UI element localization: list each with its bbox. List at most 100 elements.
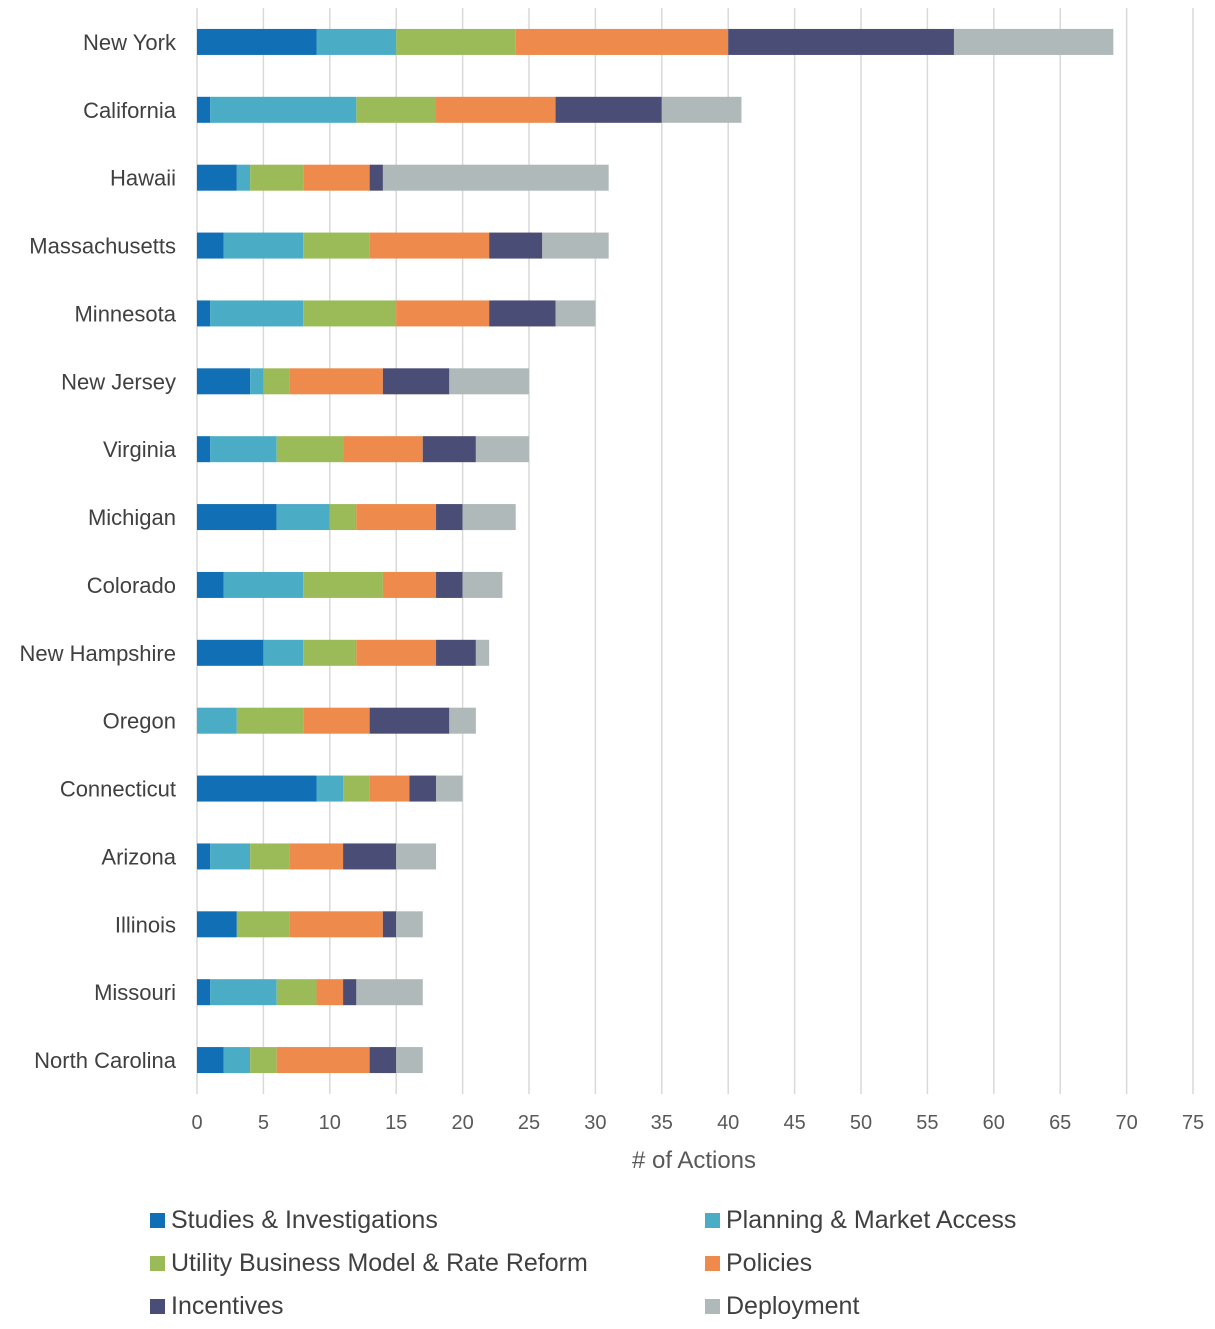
bar-segment	[303, 639, 357, 666]
bars	[197, 28, 1114, 1074]
legend-swatch	[150, 1255, 165, 1271]
bar-segment	[197, 504, 277, 531]
category-label: Missouri	[94, 980, 176, 1005]
category-label: New Hampshire	[20, 641, 177, 666]
category-label: Oregon	[103, 709, 176, 734]
bar-segment	[223, 571, 304, 598]
x-tick-label: 10	[319, 1112, 341, 1134]
bar-segment	[197, 368, 251, 395]
x-tick-label: 65	[1049, 1112, 1071, 1134]
bar-segment	[236, 164, 251, 191]
bar-segment	[436, 639, 476, 666]
bar-segment	[422, 436, 476, 463]
bar-segment	[382, 164, 609, 191]
bar-segment	[382, 571, 437, 598]
bar-segment	[210, 96, 357, 123]
bar-segment	[953, 28, 1114, 55]
x-axis-title: # of Actions	[632, 1147, 756, 1174]
bar-segment	[316, 28, 397, 55]
bar-segment	[289, 911, 383, 938]
bar-segment	[382, 911, 397, 938]
legend-swatch	[705, 1212, 720, 1228]
legend-item: Deployment	[705, 1291, 1190, 1321]
x-tick-label: 50	[850, 1112, 872, 1134]
bar-segment	[343, 775, 370, 802]
bar-segment	[661, 96, 742, 123]
legend-swatch	[150, 1212, 165, 1228]
bar-segment	[223, 232, 304, 259]
bar-segment	[197, 775, 317, 802]
bar-segment	[369, 775, 410, 802]
bar-segment	[263, 368, 290, 395]
category-label: North Carolina	[34, 1048, 177, 1073]
bar-segment	[263, 639, 304, 666]
x-tick-label: 75	[1182, 1112, 1204, 1134]
bar-segment	[343, 979, 357, 1006]
bar-segment	[197, 164, 237, 191]
bar-segment	[210, 979, 277, 1006]
bar-segment	[250, 1047, 277, 1074]
bar-segment	[276, 979, 317, 1006]
bar-segment	[436, 775, 463, 802]
x-tick-label: 15	[385, 1112, 407, 1134]
bar-segment	[462, 571, 503, 598]
bar-segment	[303, 164, 370, 191]
category-label: Illinois	[115, 912, 176, 937]
bar-segment	[250, 164, 304, 191]
category-label: Michigan	[88, 505, 176, 530]
bar-segment	[289, 843, 344, 870]
bar-segment	[396, 911, 423, 938]
bar-segment	[329, 504, 357, 531]
bar-segment	[489, 300, 556, 327]
bar-segment	[197, 28, 317, 55]
bar-segment	[475, 436, 529, 463]
bar-segment	[316, 775, 344, 802]
bar-segment	[356, 504, 437, 531]
bar-segment	[489, 232, 543, 259]
x-tick-labels: 0 5 10 15 20 25 30 35 40 45 50 55 60 65 70 75	[191, 1112, 1204, 1134]
bar-segment	[356, 639, 437, 666]
bar-segment	[515, 28, 729, 55]
bar-segment	[356, 96, 437, 123]
bar-segment	[210, 843, 251, 870]
category-label: Minnesota	[74, 301, 176, 326]
bar-segment	[303, 707, 370, 734]
bar-segment	[303, 571, 383, 598]
x-tick-label: 5	[258, 1112, 269, 1134]
bar-segment	[462, 504, 516, 531]
bar-segment	[396, 28, 516, 55]
bar-segment	[197, 571, 224, 598]
bar-segment	[197, 96, 211, 123]
category-label: Colorado	[87, 573, 176, 598]
bar-segment	[250, 368, 264, 395]
bar-segment	[449, 707, 476, 734]
bar-segment	[276, 504, 330, 531]
legend-label: Deployment	[726, 1291, 860, 1320]
bar-segment	[343, 843, 397, 870]
legend-label: Incentives	[171, 1291, 284, 1320]
bar-segment	[369, 232, 490, 259]
bar-segment	[197, 979, 211, 1006]
bar-segment	[369, 1047, 397, 1074]
x-tick-label: 25	[518, 1112, 540, 1134]
legend-label: Policies	[726, 1248, 813, 1277]
bar-segment	[728, 28, 954, 55]
legend-item: Planning & Market Access	[705, 1205, 1190, 1235]
bar-segment	[555, 300, 596, 327]
legend: Studies & Investigations Planning & Marke…	[150, 1205, 1190, 1321]
bar-segment	[197, 639, 264, 666]
bar-segment	[436, 96, 556, 123]
bar-segment	[555, 96, 662, 123]
legend-label: Utility Business Model & Rate Reform	[171, 1248, 588, 1277]
x-tick-label: 30	[584, 1112, 606, 1134]
bar-segment	[197, 300, 211, 327]
bar-segment	[316, 979, 344, 1006]
bar-segment	[210, 436, 277, 463]
bar-segment	[396, 300, 490, 327]
legend-item: Policies	[705, 1248, 1190, 1278]
legend-label: Studies & Investigations	[171, 1205, 438, 1234]
bar-segment	[436, 571, 463, 598]
bar-segment	[289, 368, 383, 395]
bar-segment	[303, 300, 397, 327]
bar-segment	[197, 1047, 224, 1074]
